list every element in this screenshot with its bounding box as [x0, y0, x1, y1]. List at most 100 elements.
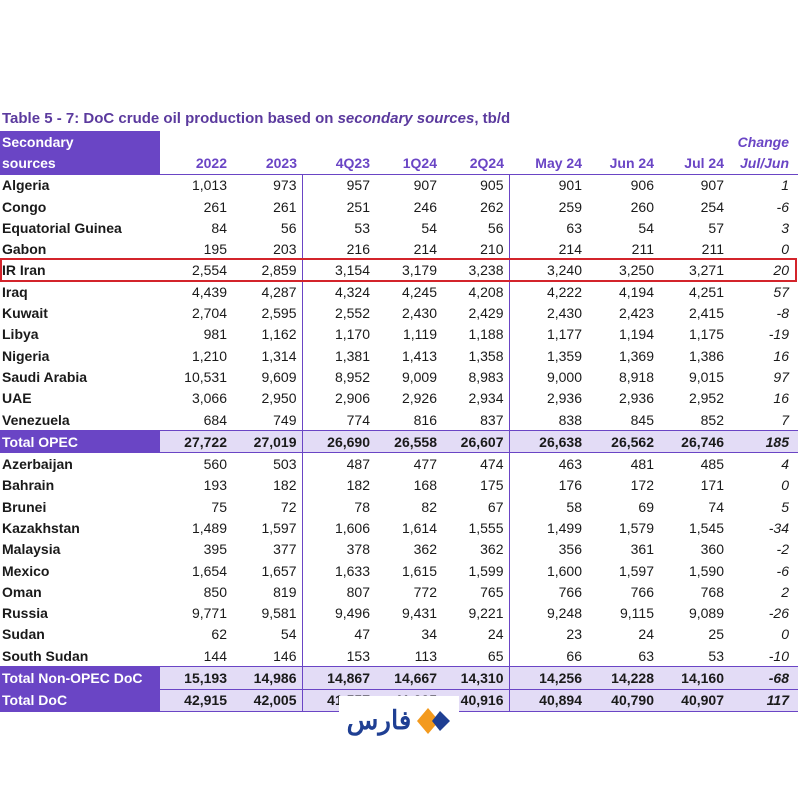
row-name: Bahrain: [2, 477, 55, 494]
cell-value: 362: [413, 541, 437, 558]
cell-value: 3,238: [442, 259, 510, 282]
cell-value: 26,746: [659, 430, 729, 454]
cell-change: -6: [776, 198, 789, 215]
table-row: Bahrain 193 182 182 168 175 176 172 171 0: [0, 474, 798, 497]
cell-value: 1,177: [546, 326, 582, 343]
cell-value: 210: [442, 238, 510, 260]
cell-value: 9,581: [232, 602, 303, 624]
table-title: Table 5 - 7: DoC crude oil production ba…: [2, 110, 511, 127]
cell-value: 153: [346, 647, 370, 664]
cell-value: 54: [638, 219, 654, 236]
cell-value: 1,194: [618, 326, 654, 343]
table-row: Kuwait 2,704 2,595 2,552 2,430 2,429 2,430 2,42…: [0, 302, 798, 324]
cell-value: 4,194: [618, 283, 654, 300]
cell-value: 907: [413, 177, 437, 194]
cell-value: 203: [232, 238, 303, 260]
cell-value: 1,358: [442, 344, 510, 367]
cell-value: 2,429: [442, 302, 510, 324]
column-header: Jul 24: [659, 152, 729, 175]
production-table: Secondary Change sources 2022 2023 4Q23 1Q2…: [0, 131, 798, 713]
table-row: Malaysia 395 377 378 362 362 356 361 360 -2: [0, 538, 798, 560]
cell-value: 2,423: [618, 305, 654, 322]
cell-value: 684: [203, 411, 227, 428]
table-row: Oman 850 819 807 772 765 766 766 768 2: [0, 581, 798, 603]
cell-value: 26,558: [375, 430, 442, 454]
table-row: Azerbaijan 560 503 487 477 474 463 481 485 4: [0, 452, 798, 475]
cell-value: 2,906: [334, 390, 370, 407]
cell-value: 56: [232, 217, 303, 239]
cell-change: 0: [781, 477, 789, 494]
cell-value: 9,431: [401, 605, 437, 622]
cell-value: 78: [354, 498, 370, 515]
cell-value: 72: [232, 496, 303, 518]
row-name: IR Iran: [2, 262, 46, 279]
cell-value: 9,015: [688, 368, 724, 385]
cell-value: 1,545: [688, 519, 724, 536]
cell-value: 1,489: [191, 519, 227, 536]
cell-value: 1,606: [334, 519, 370, 536]
column-header: 2022: [160, 152, 232, 175]
cell-value: 395: [203, 541, 227, 558]
cell-value: 168: [413, 477, 437, 494]
row-name: Azerbaijan: [2, 456, 73, 473]
cell-value: 211: [631, 241, 654, 258]
cell-value: 819: [232, 581, 303, 603]
cell-value: 766: [630, 583, 654, 600]
cell-change: -68: [729, 666, 798, 690]
cell-value: 14,228: [587, 666, 659, 690]
cell-value: 42,005: [232, 688, 303, 713]
cell-value: 1,633: [334, 562, 370, 579]
header-change-2: Jul/Jun: [729, 152, 798, 175]
cell-value: 1,599: [442, 559, 510, 582]
table-row: Algeria 1,013 973 957 907 905 901 906 907 1: [0, 174, 798, 196]
cell-value: 1,654: [191, 562, 227, 579]
cell-change: 0: [781, 241, 789, 258]
cell-value: 4,439: [191, 283, 227, 300]
cell-value: 8,918: [618, 368, 654, 385]
cell-value: 2,926: [401, 390, 437, 407]
table-body: Algeria 1,013 973 957 907 905 901 906 907 1 Congo 2…: [0, 174, 798, 713]
cell-value: 40,907: [659, 688, 729, 713]
cell-value: 1,369: [618, 347, 654, 364]
logo-text: فارس: [346, 706, 412, 736]
table-row: Russia 9,771 9,581 9,496 9,431 9,221 9,248 9,11…: [0, 602, 798, 624]
cell-value: 463: [558, 456, 582, 473]
cell-value: 2,595: [232, 302, 303, 324]
cell-value: 56: [442, 217, 510, 239]
cell-value: 481: [630, 456, 654, 473]
row-name: UAE: [2, 390, 32, 407]
cell-value: 1,210: [191, 347, 227, 364]
cell-value: 254: [700, 198, 724, 215]
table-row: Equatorial Guinea 84 56 53 54 56 63 54 57 3: [0, 217, 798, 239]
row-name: Congo: [2, 198, 47, 215]
cell-value: 766: [558, 583, 582, 600]
cell-value: 3,271: [688, 262, 724, 279]
table-row: UAE 3,066 2,950 2,906 2,926 2,934 2,936 2,936 2,…: [0, 387, 798, 409]
cell-value: 26,690: [302, 430, 375, 454]
cell-value: 845: [630, 411, 654, 428]
table-row: Nigeria 1,210 1,314 1,381 1,413 1,358 1,359 1,3…: [0, 344, 798, 367]
cell-value: 378: [346, 541, 370, 558]
cell-value: 42,915: [160, 688, 232, 713]
cell-value: 27,019: [232, 430, 303, 454]
cell-value: 260: [630, 198, 654, 215]
cell-value: 807: [346, 583, 370, 600]
table-row: Saudi Arabia 10,531 9,609 8,952 9,009 8,983 9,…: [0, 366, 798, 388]
row-name: Russia: [2, 605, 48, 622]
cell-value: 973: [232, 174, 303, 196]
cell-value: 361: [630, 541, 654, 558]
cell-value: 1,579: [618, 519, 654, 536]
cell-value: 246: [413, 198, 437, 215]
cell-value: 9,089: [688, 605, 724, 622]
cell-value: 852: [700, 411, 724, 428]
cell-change: -34: [768, 519, 789, 536]
cell-value: 957: [346, 177, 370, 194]
row-name: Kuwait: [2, 305, 48, 322]
cell-value: 1,013: [191, 177, 227, 194]
cell-value: 1,381: [334, 347, 370, 364]
cell-value: 837: [442, 408, 510, 431]
row-name: Equatorial Guinea: [2, 219, 122, 236]
cell-value: 261: [203, 198, 227, 215]
cell-value: 768: [700, 583, 724, 600]
cell-value: 1,600: [546, 562, 582, 579]
